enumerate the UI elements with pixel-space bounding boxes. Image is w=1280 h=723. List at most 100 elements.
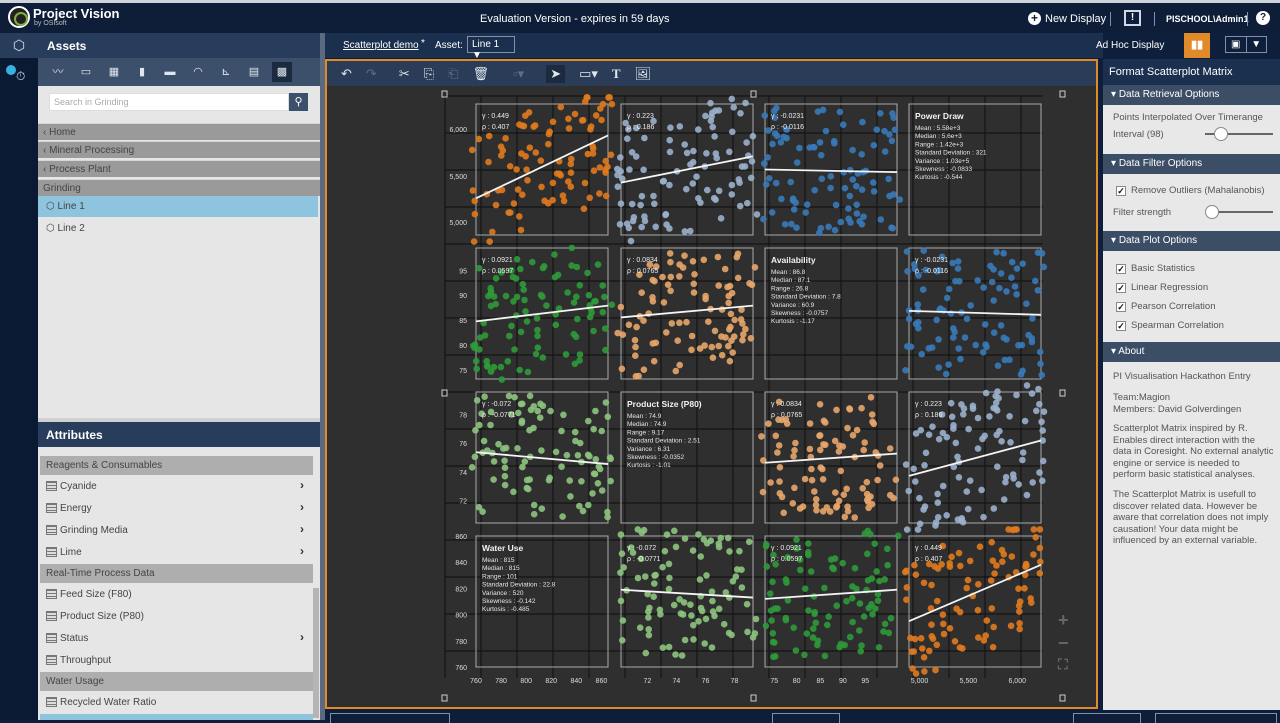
- attributes-scrollbar[interactable]: [313, 588, 319, 718]
- breadcrumb-mineral-processing[interactable]: ‹ Mineral Processing: [38, 141, 320, 158]
- start-time-field[interactable]: [330, 713, 450, 723]
- new-display-button[interactable]: + New Display: [1028, 12, 1106, 25]
- delete-icon[interactable]: 🗑: [472, 65, 490, 81]
- svg-text:Mean : 74.9: Mean : 74.9: [627, 413, 662, 420]
- chevron-right-icon[interactable]: ›: [300, 630, 304, 644]
- fit-to-screen-icon[interactable]: ⛶: [1058, 656, 1068, 672]
- filter-strength-slider[interactable]: [1207, 211, 1273, 213]
- group-icon[interactable]: ▫▾: [513, 65, 525, 81]
- attributes-header[interactable]: Attributes: [38, 422, 320, 447]
- section-title: Data Retrieval Options: [1118, 89, 1220, 100]
- evaluation-notice: Evaluation Version - expires in 59 days: [480, 13, 670, 25]
- text-icon[interactable]: T: [611, 65, 621, 81]
- scatterplot-matrix-icon[interactable]: ▩: [272, 62, 292, 82]
- horizontal-gauge-icon[interactable]: ▬: [164, 66, 176, 78]
- duration-field[interactable]: [772, 713, 840, 723]
- pane-collapse-strip[interactable]: [320, 33, 325, 720]
- radial-gauge-icon[interactable]: ◠: [193, 66, 203, 78]
- asset-item-line-1[interactable]: ⬡ Line 1: [38, 196, 318, 217]
- select-arrow-icon[interactable]: ➤: [546, 64, 566, 83]
- image-icon[interactable]: 🖼: [634, 65, 652, 81]
- divider: [1110, 12, 1111, 26]
- adhoc-display-link[interactable]: Ad Hoc Display: [1096, 40, 1165, 51]
- remove-outliers-checkbox[interactable]: ✓ Remove Outliers (Mahalanobis): [1116, 185, 1265, 196]
- user-name[interactable]: PISCHOOL\Admin1: [1166, 14, 1249, 24]
- undo-icon[interactable]: ↶: [341, 65, 352, 81]
- svg-text:Median : 5.6e+3: Median : 5.6e+3: [915, 133, 962, 140]
- attribute-item-grinding-media[interactable]: Grinding Media ›: [46, 520, 308, 540]
- checkbox-checked-icon[interactable]: ✓: [1116, 282, 1126, 293]
- assets-header[interactable]: Assets: [38, 33, 320, 58]
- end-time-field[interactable]: [1155, 713, 1277, 723]
- search-icon[interactable]: ⚲: [289, 93, 308, 111]
- chevron-right-icon[interactable]: ›: [300, 500, 304, 514]
- asset-comparison-table-icon[interactable]: ▤: [248, 66, 260, 78]
- paste-icon[interactable]: ⎗: [448, 65, 459, 81]
- asset-item-line-2[interactable]: ⬡ Line 2: [46, 223, 85, 234]
- chevron-right-icon[interactable]: ›: [300, 544, 304, 558]
- save-dropdown-icon[interactable]: ▼: [1245, 37, 1267, 52]
- chevron-right-icon[interactable]: ›: [300, 522, 304, 536]
- checkbox-checked-icon[interactable]: ✓: [1116, 185, 1126, 196]
- cut-icon[interactable]: ✂: [398, 65, 410, 81]
- checkbox-checked-icon[interactable]: ✓: [1116, 320, 1126, 331]
- breadcrumb-home[interactable]: ‹ Home: [38, 123, 320, 140]
- attribute-item-recycled-water-ratio[interactable]: Recycled Water Ratio: [46, 692, 308, 712]
- modified-marker: *: [421, 38, 425, 49]
- vertical-gauge-icon[interactable]: ▮: [138, 66, 146, 78]
- scatterplot-matrix[interactable]: γ : 0.449 ρ : 0.407 γ : 0.223 ρ : 0.186 γ : …: [327, 86, 1096, 707]
- copy-icon[interactable]: ⎘: [423, 65, 435, 81]
- spearman-correlation-checkbox[interactable]: ✓ Spearman Correlation: [1116, 320, 1224, 331]
- alert-icon[interactable]: !: [1124, 10, 1141, 26]
- xy-plot-icon[interactable]: ⊾: [221, 66, 231, 78]
- section-data-plot[interactable]: ▾ Data Plot Options: [1103, 231, 1280, 251]
- section-data-filter[interactable]: ▾ Data Filter Options: [1103, 154, 1280, 174]
- rectangle-shape-icon[interactable]: ▭▾: [579, 65, 598, 81]
- linear-regression-checkbox[interactable]: ✓ Linear Regression: [1116, 282, 1208, 293]
- checkbox-label: Linear Regression: [1131, 282, 1209, 293]
- redo-icon[interactable]: ↷: [365, 65, 377, 81]
- asset-dropdown[interactable]: Line 1 ▼: [467, 36, 515, 61]
- section-title: Data Plot Options: [1118, 235, 1198, 246]
- attribute-item-status[interactable]: Status ›: [46, 628, 308, 648]
- attribute-item-feed-size[interactable]: Feed Size (F80): [46, 584, 308, 604]
- pane-splitter[interactable]: [38, 418, 320, 422]
- format-pane-toggle-icon[interactable]: ▮▮: [1184, 33, 1210, 58]
- zoom-out-icon[interactable]: −: [1058, 633, 1069, 653]
- event-clock-icon[interactable]: ⏱: [16, 69, 26, 83]
- save-icon[interactable]: ▣: [1231, 39, 1241, 50]
- pearson-correlation-checkbox[interactable]: ✓ Pearson Correlation: [1116, 301, 1216, 312]
- search-input[interactable]: Search in Grinding: [49, 93, 289, 111]
- section-about[interactable]: ▾ About: [1103, 342, 1280, 362]
- top-bar: Project Vision by OSIsoft Evaluation Ver…: [0, 0, 1280, 33]
- value-icon[interactable]: ▭: [80, 66, 92, 78]
- zoom-in-icon[interactable]: +: [1058, 610, 1069, 630]
- interval-label: Interval (98): [1113, 129, 1164, 140]
- chevron-right-icon[interactable]: ›: [300, 478, 304, 492]
- attribute-item-lime[interactable]: Lime ›: [46, 542, 308, 562]
- checkbox-checked-icon[interactable]: ✓: [1116, 263, 1126, 274]
- trend-icon[interactable]: 〰: [52, 66, 64, 78]
- interval-slider-knob[interactable]: [1214, 127, 1228, 141]
- section-data-retrieval[interactable]: ▾ Data Retrieval Options: [1103, 85, 1280, 105]
- table-icon[interactable]: ▦: [108, 66, 120, 78]
- attribute-item-cyanide[interactable]: Cyanide ›: [46, 476, 308, 496]
- svg-text:Median : 74.9: Median : 74.9: [627, 421, 667, 428]
- save-button[interactable]: ▣ ▼: [1225, 36, 1267, 53]
- filter-strength-slider-knob[interactable]: [1205, 205, 1219, 219]
- svg-text:ρ : 0.0765: ρ : 0.0765: [627, 268, 658, 275]
- basic-statistics-checkbox[interactable]: ✓ Basic Statistics: [1116, 263, 1195, 274]
- cube-icon[interactable]: ⬡: [0, 33, 38, 58]
- selected-attribute-row[interactable]: [40, 714, 313, 720]
- attribute-item-product-size[interactable]: Product Size (P80): [46, 606, 308, 626]
- breadcrumb-process-plant[interactable]: ‹ Process Plant: [38, 160, 320, 177]
- attribute-label: Cyanide: [60, 480, 97, 492]
- help-icon[interactable]: ?: [1256, 11, 1270, 25]
- checkbox-checked-icon[interactable]: ✓: [1116, 301, 1126, 312]
- interval-slider[interactable]: [1205, 133, 1273, 135]
- svg-text:ρ : -0.0116: ρ : -0.0116: [771, 124, 804, 131]
- attribute-item-throughput[interactable]: Throughput: [46, 650, 308, 670]
- display-name[interactable]: Scatterplot demo: [343, 40, 419, 51]
- attribute-item-energy[interactable]: Energy ›: [46, 498, 308, 518]
- now-button[interactable]: [1073, 713, 1141, 723]
